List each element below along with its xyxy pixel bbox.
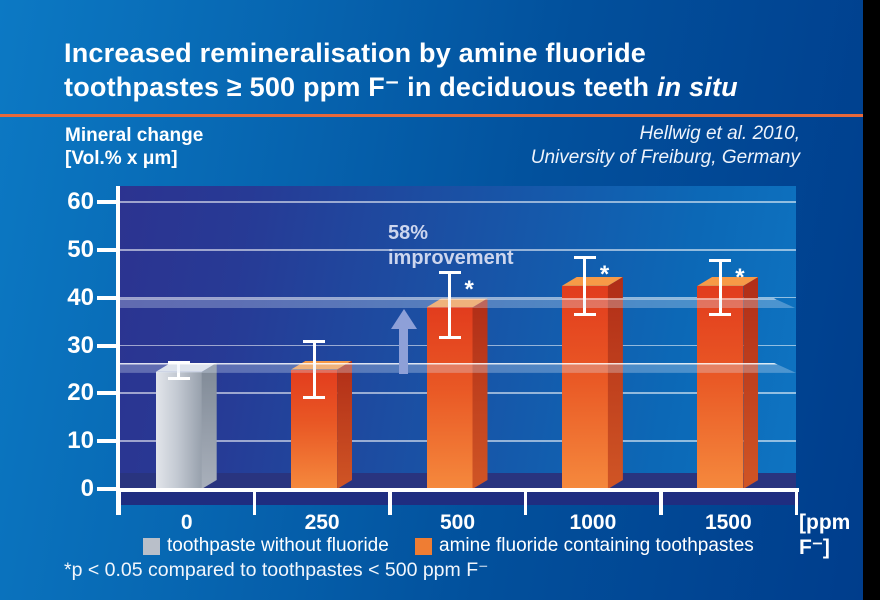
reference-plane-38 [119,298,796,308]
y-tick-label-10: 10 [67,427,94,455]
x-axis-tick [252,488,257,515]
x-tick-label-1500: 1500 [704,511,752,534]
legend-swatch-amine [415,537,432,555]
legend-label-amine: amine fluoride containing toothpastes [439,535,754,556]
bar-front-face [697,285,744,489]
gridline-50 [119,249,796,251]
y-tick-label-60: 60 [67,188,94,216]
significance-asterisk-1000: * [599,261,610,289]
error-cap-bottom [573,312,596,316]
y-tick-label-30: 30 [67,331,94,359]
chart-legend: toothpaste without fluoride amine fluori… [0,535,863,557]
bar-top-face [561,276,623,286]
y-tick-label-20: 20 [67,379,94,407]
improvement-arrow-icon [391,309,417,329]
x-axis-tick [117,488,121,515]
y-axis-tick-50 [97,248,118,252]
legend-label-control: toothpaste without fluoride [167,535,389,556]
bar-front-face [561,285,608,489]
reference-plane-24.5 [119,363,796,373]
y-tick-label-50: 50 [67,236,94,263]
error-cap-bottom [438,336,461,340]
improvement-arrow-shaft [399,327,408,374]
gridline-40 [119,296,796,299]
error-bar-1500 [718,259,722,315]
source-attribution: Hellwig et al. 2010, University of Freib… [530,123,800,168]
error-cap-top [573,256,596,260]
legend-item-amine: amine fluoride containing toothpastes [415,535,754,557]
y-tick-label-40: 40 [67,283,94,311]
significance-asterisk-1500: * [735,263,745,291]
error-cap-top [709,258,732,262]
y-axis-tick-20 [97,391,118,396]
x-axis-tick [659,488,663,515]
x-axis-line [116,488,799,492]
y-tick-label-0: 0 [80,475,94,502]
bar-front-face [155,371,202,489]
bar-0 [155,362,217,489]
plot-floor-front [116,492,799,505]
y-axis-tick-0 [97,487,118,491]
y-axis-tick-10 [97,439,118,444]
bar-top-face [697,276,759,286]
x-axis-tick [388,488,392,515]
y-axis-tick-40 [97,295,118,300]
title-line-1: Increased remineralisation by amine fluo… [64,38,646,68]
significance-footnote: *p < 0.05 compared to toothpastes < 500 … [64,559,489,581]
error-cap-bottom [167,377,190,381]
x-axis-tick [794,488,798,515]
y-axis-tick-30 [97,343,118,348]
bar-1000 [561,276,623,489]
gridline-60 [119,201,796,203]
x-tick-label-500: 500 [439,511,476,534]
x-tick-label-0: 0 [180,511,193,534]
x-axis-unit-label: [ppm F⁻] [799,511,851,559]
orange-divider-rule [0,114,863,117]
title-line-2: toothpastes ≥ 500 ppm F⁻ in deciduous te… [64,72,738,102]
y-axis-title: Mineral change [Vol.% x μm] [65,125,204,169]
x-tick-label-250: 250 [304,511,340,534]
error-cap-top [438,270,461,274]
x-tick-label-1000: 1000 [569,511,617,534]
bar-1500 [697,276,759,489]
legend-swatch-control [143,537,160,555]
error-bar-1000 [583,257,587,315]
bar-500 [426,298,488,489]
significance-asterisk-500: * [464,275,474,303]
error-cap-bottom [303,396,326,400]
error-cap-top [303,339,326,343]
slide-title: Increased remineralisation by amine fluo… [64,36,738,104]
y-axis-line [116,186,120,515]
y-axis-tick-60 [97,200,118,205]
bar-250 [291,360,353,489]
legend-item-control: toothpaste without fluoride [143,535,389,557]
x-axis-tick [523,488,528,515]
error-cap-top [167,361,190,365]
improvement-annotation: 58% improvement [388,222,514,269]
error-cap-bottom [709,312,732,316]
